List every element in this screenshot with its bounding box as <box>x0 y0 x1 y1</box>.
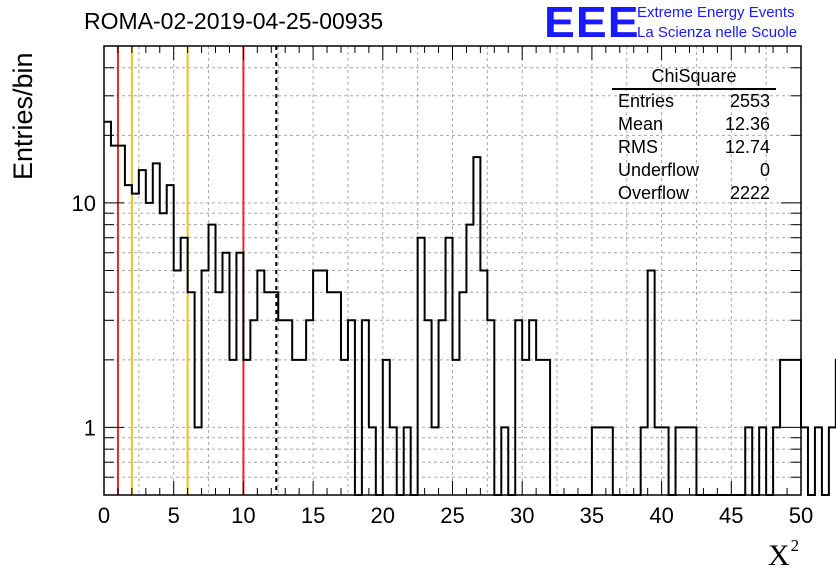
chart-title: ROMA-02-2019-04-25-00935 <box>84 8 384 34</box>
stats-label: Overflow <box>618 183 690 203</box>
stats-row-entries: Entries 2553 <box>612 90 782 113</box>
histogram-series <box>104 120 836 496</box>
stats-title: ChiSquare <box>612 66 776 90</box>
stats-row-mean: Mean 12.36 <box>612 113 782 136</box>
x-tick-label: 0 <box>98 503 110 528</box>
x-tick-label: 50 <box>789 503 813 528</box>
x-tick-label: 35 <box>580 503 604 528</box>
stats-row-overflow: Overflow 2222 <box>612 182 782 205</box>
x-tick-label: 45 <box>719 503 743 528</box>
x-tick-label: 40 <box>649 503 673 528</box>
stats-row-rms: RMS 12.74 <box>612 136 782 159</box>
x-tick-label: 30 <box>510 503 534 528</box>
x-axis-label: X2 <box>768 536 799 573</box>
logo-line-2: La Scienza nelle Scuole <box>637 24 798 41</box>
y-tick-label: 10 <box>72 191 96 216</box>
stats-label: Underflow <box>618 160 700 180</box>
eee-logo: EEE <box>544 0 640 47</box>
stats-value: 2222 <box>729 183 770 203</box>
stats-label: RMS <box>618 137 658 157</box>
y-axis-label: Entries/bin <box>8 52 38 180</box>
x-tick-label: 25 <box>440 503 464 528</box>
stats-value: 2553 <box>729 91 770 111</box>
y-tick-label: 1 <box>84 415 96 440</box>
stats-label: Entries <box>618 91 675 111</box>
stats-value: 0 <box>759 160 770 180</box>
stats-box: ChiSquare Entries 2553 Mean 12.36 RMS 12.74… <box>612 66 782 205</box>
stats-value: 12.36 <box>724 114 770 134</box>
stats-value: 12.74 <box>724 137 770 157</box>
stats-label: Mean <box>618 114 664 134</box>
logo-line-1: Extreme Energy Events <box>637 4 795 21</box>
x-tick-label: 15 <box>301 503 325 528</box>
stats-row-underflow: Underflow 0 <box>612 159 782 182</box>
x-tick-label: 5 <box>168 503 180 528</box>
x-axis-label-text: X <box>768 539 790 572</box>
x-axis-label-superscript: 2 <box>790 536 800 555</box>
x-tick-label: 20 <box>371 503 395 528</box>
x-tick-label: 10 <box>231 503 255 528</box>
